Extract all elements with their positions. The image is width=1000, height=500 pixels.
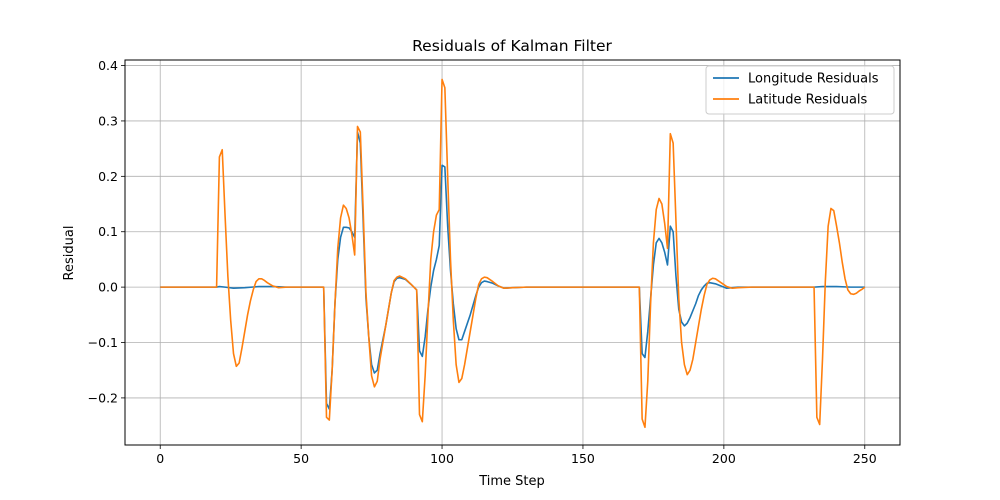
y-tick-label: 0.3 [98,113,118,128]
x-tick-label: 100 [430,451,454,466]
series-line-longitude [160,131,865,410]
series-layer [160,78,866,429]
x-tick-label: 50 [293,451,309,466]
x-tick-label: 0 [156,451,164,466]
x-tick-label: 200 [712,451,736,466]
y-tick-label: 0.4 [98,58,118,73]
x-axis-ticks: 0 50 100 150 200 250 [156,445,877,466]
plot-frame [124,59,901,446]
chart-title: Residuals of Kalman Filter [412,37,612,55]
y-axis-label: Residual [62,226,77,281]
y-tick-label: −0.1 [88,335,118,350]
grid-lines [125,60,900,445]
legend-box [705,65,895,115]
legend-label: Longitude Residuals [748,72,879,87]
x-tick-label: 150 [571,451,595,466]
legend: Longitude Residuals Latitude Residuals [705,65,895,115]
y-axis-ticks: −0.2 −0.1 0.0 0.1 0.2 0.3 0.4 [88,58,125,405]
x-axis-label: Time Step [478,474,545,489]
y-tick-label: −0.2 [88,390,118,405]
legend-label: Latitude Residuals [748,93,868,108]
y-tick-label: 0.1 [98,224,118,239]
series-line-latitude [160,78,866,429]
y-tick-label: 0.0 [98,280,118,295]
y-tick-label: 0.2 [98,169,118,184]
x-tick-label: 250 [853,451,877,466]
